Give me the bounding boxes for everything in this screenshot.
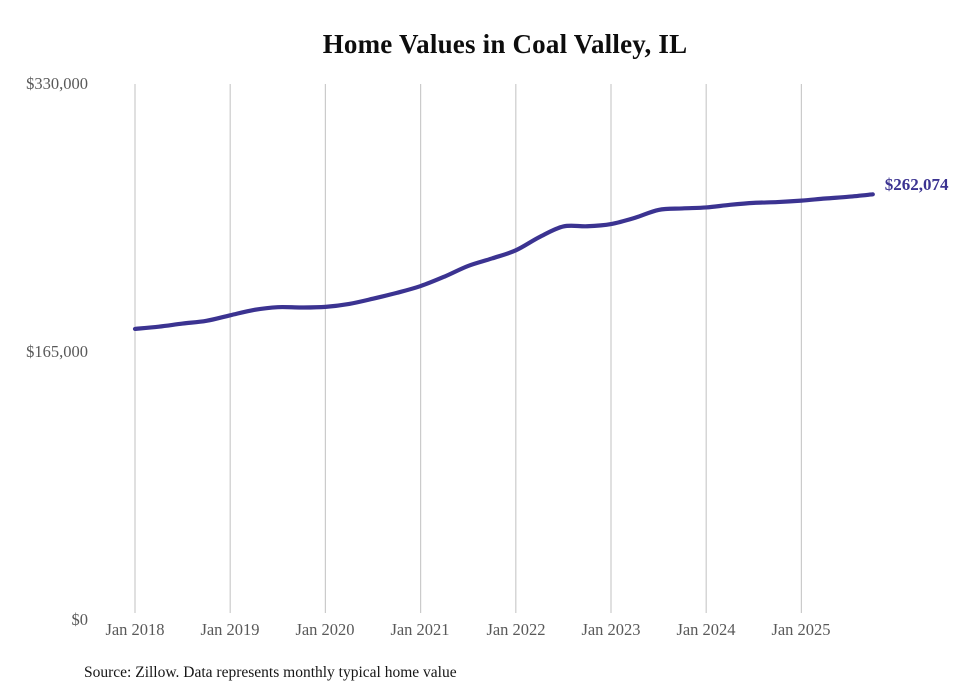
endpoint-value-label: $262,074 xyxy=(884,175,949,195)
x-axis-tick-label-jan-2018: Jan 2018 xyxy=(105,620,165,639)
chart-title: Home Values in Coal Valley, IL xyxy=(322,29,688,59)
home-value-line xyxy=(132,192,875,332)
x-axis-tick-label-jan-2024: Jan 2024 xyxy=(676,620,736,639)
x-axis-tick-label-jan-2022: Jan 2022 xyxy=(486,620,546,639)
x-axis-tick-label-jan-2021: Jan 2021 xyxy=(390,620,450,639)
source-note: Source: Zillow. Data represents monthly … xyxy=(84,664,457,681)
x-axis-tick-label-jan-2025: Jan 2025 xyxy=(771,620,831,639)
y-axis-tick-label-mid: $165,000 xyxy=(26,342,88,361)
y-axis-tick-label-zero: $0 xyxy=(71,610,89,629)
x-axis-tick-label-jan-2023: Jan 2023 xyxy=(581,620,641,639)
vertical-gridlines xyxy=(134,84,803,613)
x-axis-tick-label-jan-2020: Jan 2020 xyxy=(295,620,355,639)
x-axis-tick-label-jan-2019: Jan 2019 xyxy=(200,620,260,639)
y-axis-tick-label-top: $330,000 xyxy=(26,74,88,93)
